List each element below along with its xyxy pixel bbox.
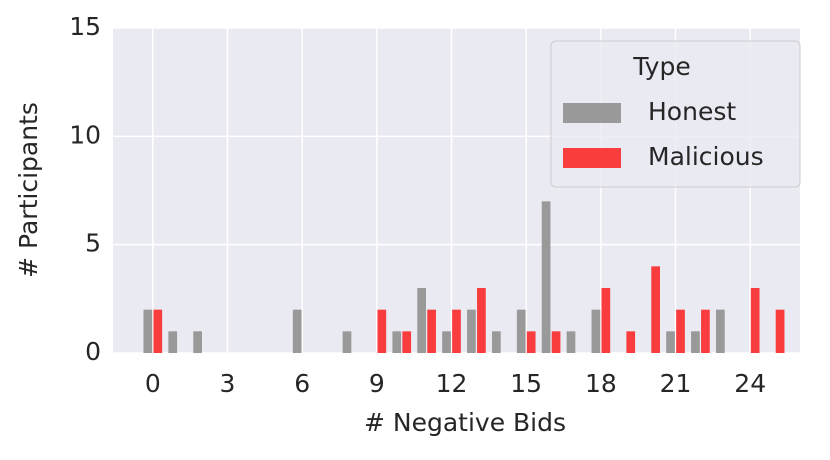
bar [666, 331, 675, 353]
bar [292, 309, 302, 353]
bar [691, 331, 700, 353]
bar [477, 288, 486, 353]
bar [427, 309, 436, 353]
legend-label: Honest [648, 97, 736, 126]
bar [417, 288, 427, 353]
x-tick-label: 9 [369, 369, 385, 398]
legend-swatch [563, 148, 621, 168]
bar [516, 309, 526, 353]
bar [701, 309, 710, 353]
bar [626, 331, 636, 353]
y-tick-label: 5 [85, 229, 101, 258]
bar [676, 309, 685, 353]
bar [750, 288, 760, 353]
bar [775, 309, 785, 353]
x-tick-label: 15 [510, 369, 542, 398]
y-tick-label: 0 [85, 337, 101, 366]
bar [566, 331, 576, 353]
x-axis-label: # Negative Bids [364, 408, 566, 437]
bar [168, 331, 178, 353]
legend-label: Malicious [648, 142, 764, 171]
x-tick-label: 0 [145, 369, 161, 398]
bar [551, 331, 561, 353]
y-axis-label: # Participants [14, 102, 43, 278]
bar [715, 309, 725, 353]
x-tick-label: 18 [585, 369, 617, 398]
bar [452, 309, 461, 353]
x-tick-label: 12 [436, 369, 468, 398]
y-tick-label: 10 [69, 120, 101, 149]
bar [402, 331, 412, 353]
x-tick-label: 21 [660, 369, 692, 398]
bar [442, 331, 451, 353]
x-tick-label: 6 [294, 369, 310, 398]
legend-swatch [563, 103, 621, 123]
bar [392, 331, 402, 353]
bar [601, 288, 611, 353]
bar [193, 331, 202, 353]
y-tick-label: 15 [69, 12, 101, 41]
x-tick-label: 24 [734, 369, 766, 398]
legend-title: Type [632, 52, 690, 81]
bar [467, 309, 476, 353]
bar [526, 331, 536, 353]
x-tick-label: 3 [220, 369, 236, 398]
bar [377, 309, 387, 353]
bar [342, 331, 352, 353]
bar [153, 309, 163, 353]
bar [651, 266, 660, 353]
bar [143, 309, 153, 353]
bar [591, 309, 601, 353]
bar [491, 331, 501, 353]
bar [541, 201, 551, 353]
